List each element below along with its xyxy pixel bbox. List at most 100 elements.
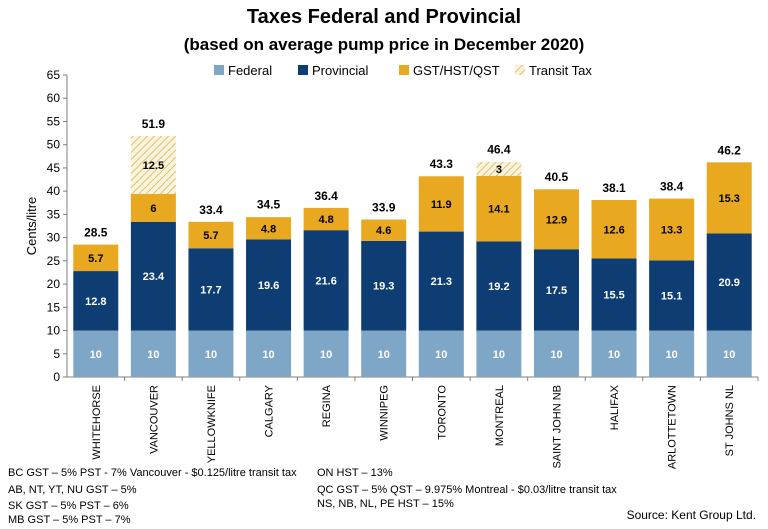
x-tick-label: WINNIPEG bbox=[379, 385, 391, 441]
x-tick-label: YELLOWKNIFE bbox=[206, 385, 218, 463]
bar-segment-gst-hst-qst bbox=[649, 198, 695, 261]
data-label: 23.4 bbox=[143, 271, 165, 283]
data-label: 5.7 bbox=[203, 230, 218, 242]
bar-segment-provincial bbox=[591, 258, 637, 331]
bar-group: 10 19.3 4.6 33.9 WINNIPEG bbox=[361, 200, 413, 441]
x-tick-label: WHITEHORSE bbox=[91, 385, 103, 460]
total-label: 34.5 bbox=[257, 198, 281, 212]
x-tick-label: HALIFAX bbox=[609, 384, 621, 430]
data-label: 10 bbox=[493, 349, 505, 361]
data-label: 17.5 bbox=[546, 285, 567, 297]
bar-segment-provincial bbox=[533, 249, 579, 331]
bar-segment-gst-hst-qst bbox=[130, 193, 176, 222]
data-label: 17.7 bbox=[200, 284, 221, 296]
bar-segment-transit-tax bbox=[130, 135, 176, 194]
bar-segment-gst-hst-qst bbox=[418, 176, 464, 232]
bar-group: 10 17.5 12.9 40.5 SAINT JOHN NB bbox=[533, 170, 586, 469]
bar-segment-provincial bbox=[418, 231, 464, 331]
total-label: 36.4 bbox=[314, 189, 338, 203]
bar-segment-federal bbox=[418, 330, 464, 377]
data-label: 15.1 bbox=[661, 290, 682, 302]
data-label: 14.1 bbox=[488, 204, 509, 216]
data-label: 12.5 bbox=[143, 160, 164, 172]
bar-segment-provincial bbox=[649, 260, 695, 331]
bar-segment-gst-hst-qst bbox=[476, 175, 522, 242]
bar-segment-federal bbox=[476, 330, 522, 377]
bar-segment-gst-hst-qst bbox=[303, 207, 349, 231]
total-label: 40.5 bbox=[545, 170, 569, 184]
data-label: 21.6 bbox=[315, 275, 336, 287]
y-tick-label: 5 bbox=[53, 347, 60, 361]
x-tick-label: CHARLOTTETOWN bbox=[667, 385, 679, 470]
x-tick-label: SAINT JOHN NB bbox=[551, 385, 563, 469]
bar-segment-federal bbox=[591, 330, 637, 377]
total-label: 46.2 bbox=[718, 143, 742, 157]
bar-segment-provincial bbox=[361, 240, 407, 331]
y-tick-label: 65 bbox=[47, 68, 61, 82]
bar-segment-gst-hst-qst bbox=[533, 189, 579, 250]
y-tick-label: 25 bbox=[47, 254, 61, 268]
bar-group: 10 20.9 15.3 46.2 ST JOHNS NL bbox=[706, 143, 759, 456]
bar-segment-gst-hst-qst bbox=[706, 162, 752, 234]
bar-group: 10 15.5 12.6 38.1 HALIFAX bbox=[591, 181, 644, 430]
note-sk: SK GST – 5% PST – 6% bbox=[8, 500, 129, 512]
total-label: 28.5 bbox=[84, 226, 108, 240]
bar-segment-gst-hst-qst bbox=[361, 219, 407, 241]
data-label: 12.8 bbox=[85, 296, 106, 308]
data-label: 4.8 bbox=[261, 223, 276, 235]
y-tick-label: 30 bbox=[47, 231, 61, 245]
y-tick-label: 20 bbox=[47, 277, 61, 291]
data-label: 10 bbox=[90, 349, 102, 361]
bar-group: 10 17.7 5.7 33.4 YELLOWKNIFE bbox=[188, 203, 241, 463]
data-label: 13.3 bbox=[661, 224, 682, 236]
chart-subtitle: (based on average pump price in December… bbox=[183, 35, 585, 54]
bar-group: 10 15.1 13.3 38.4 CHARLOTTETOWN bbox=[649, 180, 701, 470]
legend-label: Federal bbox=[228, 63, 272, 78]
legend-swatch bbox=[298, 65, 308, 75]
bar-segment-provincial bbox=[476, 241, 522, 331]
bar-group: 10 12.8 5.7 28.5 WHITEHORSE bbox=[73, 226, 126, 460]
note-on: ON HST – 13% bbox=[317, 467, 393, 479]
legend-label: GST/HST/QST bbox=[413, 63, 500, 78]
total-label: 38.1 bbox=[602, 181, 626, 195]
data-label: 15.3 bbox=[718, 193, 739, 205]
data-label: 10 bbox=[550, 349, 562, 361]
y-tick-label: 40 bbox=[47, 184, 61, 198]
total-label: 43.3 bbox=[430, 157, 454, 171]
data-label: 4.6 bbox=[376, 225, 391, 237]
total-label: 38.4 bbox=[660, 180, 684, 194]
y-tick-label: 15 bbox=[47, 300, 61, 314]
total-label: 33.4 bbox=[199, 203, 223, 217]
bar-segment-transit-tax bbox=[476, 161, 522, 176]
note-mb: MB GST – 5% PST – 7% bbox=[8, 514, 131, 526]
y-tick-label: 50 bbox=[47, 138, 61, 152]
legend-label: Provincial bbox=[312, 63, 368, 78]
data-label: 12.9 bbox=[546, 214, 567, 226]
data-label: 3 bbox=[496, 164, 502, 176]
bar-group: 10 21.3 11.9 43.3 TORONTO bbox=[418, 157, 471, 440]
legend: Federal Provincial GST/HST/QST Transit Tax bbox=[214, 63, 592, 78]
note-ab-nt-yt-nu: AB, NT, YT, NU GST – 5% bbox=[8, 484, 137, 496]
x-tick-label: REGINA bbox=[321, 384, 333, 427]
bar-segment-provincial bbox=[188, 248, 234, 331]
data-label: 5.7 bbox=[88, 253, 103, 265]
data-label: 15.5 bbox=[603, 290, 624, 302]
data-label: 19.6 bbox=[258, 280, 279, 292]
data-label: 10 bbox=[608, 349, 620, 361]
bar-segment-federal bbox=[706, 330, 752, 377]
data-label: 10 bbox=[435, 349, 447, 361]
data-label: 20.9 bbox=[718, 277, 739, 289]
data-label: 4.8 bbox=[318, 214, 333, 226]
y-tick-label: 55 bbox=[47, 114, 61, 128]
data-label: 10 bbox=[320, 349, 332, 361]
data-label: 10 bbox=[378, 349, 390, 361]
total-label: 51.9 bbox=[142, 117, 166, 131]
bar-segment-provincial bbox=[130, 221, 176, 331]
legend-swatch bbox=[515, 65, 525, 75]
note-qc: QC GST – 5% QST – 9.975% Montreal - $0.0… bbox=[317, 484, 617, 496]
bar-group: 10 19.2 14.1 3 46.4 MONTREAL bbox=[476, 142, 529, 446]
x-tick-label: TORONTO bbox=[436, 385, 448, 440]
bar-segment-federal bbox=[188, 330, 234, 377]
note-ns-nb-nl-pe: NS, NB, NL, PE HST – 15% bbox=[317, 498, 454, 510]
chart-title: Taxes Federal and Provincial bbox=[246, 6, 522, 28]
